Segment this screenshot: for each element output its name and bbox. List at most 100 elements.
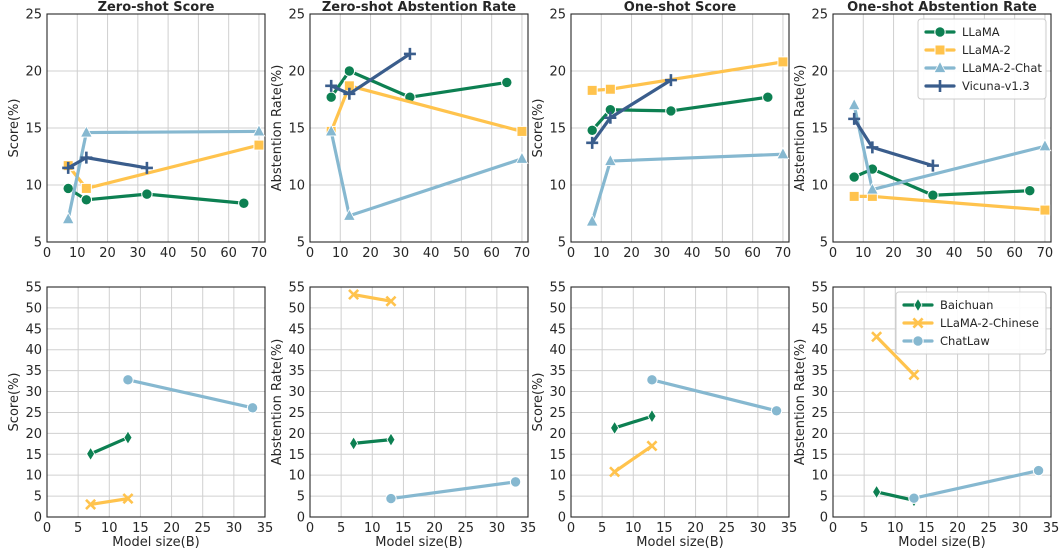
x-tick-label: 0	[306, 246, 314, 261]
y-tick-label: 55	[549, 281, 566, 296]
y-tick-label: 45	[811, 322, 828, 337]
y-tick-label: 55	[25, 281, 42, 296]
legend-label: LLaMA-2-Chat	[962, 61, 1042, 75]
series-vicuna-v1-3	[62, 151, 153, 174]
x-tick-label: 50	[190, 246, 207, 261]
data-point-llama-2-chinese	[609, 466, 621, 478]
x-tick-label: 50	[976, 246, 993, 261]
chart-panel-2: 0 10 20 30 40 50 60 70 5 10 15 20 25 Zero-shot Absten…	[270, 0, 530, 261]
y-tick-label: 15	[25, 448, 42, 463]
chart-title: Zero-shot Abstention Rate	[322, 0, 516, 15]
data-point-llama-2	[516, 125, 528, 137]
data-point-llama-2-chat	[585, 214, 599, 227]
x-tick-label: 70	[775, 246, 792, 261]
data-point-vicuna-v1-3	[926, 159, 939, 172]
data-point-vicuna-v1-3	[664, 74, 677, 87]
y-tick-label: 50	[549, 301, 566, 316]
x-tick-label: 10	[593, 246, 610, 261]
data-point-chatlaw	[770, 405, 783, 417]
series-line-llama-2	[852, 194, 1047, 212]
y-tick-label: 15	[288, 122, 305, 137]
legend-label: ChatLaw	[940, 334, 990, 348]
x-tick-label: 30	[489, 521, 506, 536]
y-tick-label: 10	[811, 179, 828, 194]
y-tick-label: 10	[288, 469, 305, 484]
data-point-vicuna-v1-3	[586, 136, 599, 149]
y-tick-label: 20	[811, 427, 828, 442]
series-llama-2-chat	[324, 124, 529, 221]
x-tick-label: 10	[855, 246, 872, 261]
y-tick-label: 50	[811, 301, 828, 316]
x-tick-label: 20	[426, 521, 443, 536]
legend-item-vicuna-v1-3: Vicuna-v1.3	[924, 79, 1030, 93]
legend: LLaMA LLaMA-2 LLaMA-2-Chat Vicuna-v1.3	[917, 18, 1047, 100]
chart-title: One-shot Abstention Rate	[847, 0, 1037, 15]
y-tick-label: 25	[549, 406, 566, 421]
y-tick-label: 30	[811, 385, 828, 400]
y-tick-label: 15	[811, 448, 828, 463]
x-axis-label: Model size(B)	[112, 535, 199, 550]
data-point-llama-2-chinese	[85, 498, 97, 510]
legend-label: Vicuna-v1.3	[962, 79, 1030, 93]
data-point-baichuan	[123, 430, 133, 445]
series-chatlaw	[646, 374, 783, 417]
y-tick-label: 45	[549, 322, 566, 337]
series-vicuna-v1-3	[325, 47, 416, 100]
plot-frame	[309, 13, 529, 243]
y-axis-label: Abstention Rate(%)	[270, 339, 285, 466]
y-tick-label: 5	[558, 490, 566, 505]
x-tick-label: 20	[885, 246, 902, 261]
data-point-llama-2-chinese	[871, 331, 883, 343]
data-point-llama-2-chat	[865, 182, 879, 195]
x-tick-label: 15	[918, 521, 935, 536]
x-tick-label: 15	[656, 521, 673, 536]
data-point-llama	[62, 182, 74, 195]
y-tick-label: 10	[25, 469, 42, 484]
series-baichuan	[86, 430, 133, 462]
x-tick-label: 60	[483, 246, 500, 261]
chart-panel-6: 0 5 10 15 20 25 30 35 0 5 10 15 20 25 30 35 40 45 50 55 Abst…	[270, 281, 536, 550]
legend-marker	[933, 60, 947, 73]
x-tick-label: 20	[623, 246, 640, 261]
data-point-llama	[1024, 185, 1036, 197]
x-tick-label: 30	[226, 521, 243, 536]
data-point-llama-2	[604, 83, 616, 95]
x-tick-label: 0	[43, 246, 51, 261]
legend: Baichuan LLaMA-2-Chinese ChatLaw	[895, 291, 1047, 355]
y-tick-label: 5	[34, 236, 42, 251]
y-tick-label: 0	[558, 511, 566, 526]
y-tick-label: 20	[549, 65, 566, 80]
x-axis-label: Model size(B)	[375, 535, 462, 550]
y-tick-label: 5	[558, 236, 566, 251]
y-tick-label: 20	[811, 65, 828, 80]
y-tick-label: 15	[288, 448, 305, 463]
series-llama-2-chat	[585, 146, 790, 227]
y-tick-label: 50	[25, 301, 42, 316]
series-baichuan	[349, 432, 396, 451]
y-tick-label: 25	[25, 406, 42, 421]
data-point-vicuna-v1-3	[80, 151, 93, 164]
data-point-llama-2-chinese	[385, 295, 397, 307]
data-point-baichuan	[86, 446, 96, 462]
legend-item-llama-2: LLaMA-2	[924, 43, 1011, 57]
legend-marker	[913, 297, 923, 313]
data-point-llama-2-chat	[847, 97, 861, 111]
data-point-vicuna-v1-3	[325, 79, 338, 92]
y-tick-label: 25	[811, 8, 828, 23]
x-tick-label: 5	[337, 521, 345, 536]
data-point-chatlaw	[1032, 464, 1045, 477]
series-line-llama-2	[66, 143, 261, 191]
x-tick-label: 20	[163, 521, 180, 536]
data-point-llama	[238, 197, 250, 209]
y-tick-label: 40	[811, 343, 828, 358]
series-line-llama-2-chat	[66, 129, 261, 221]
chart-panel-8: 0 5 10 15 20 25 30 35 0 5 10 15 20 25 30 35 40 45 50 55 Abst…	[793, 281, 1059, 550]
y-tick-label: 55	[811, 281, 828, 296]
data-point-llama-2-chat	[342, 208, 356, 221]
legend-label: Baichuan	[940, 298, 993, 312]
y-tick-label: 5	[820, 236, 828, 251]
series-llama-2-chinese	[609, 440, 658, 478]
series-line-chatlaw	[389, 480, 518, 501]
y-axis-label: Abstention Rate(%)	[793, 65, 808, 192]
chart-panel-1: 0 10 20 30 40 50 60 70 5 10 15 20 25 Zero-shot Score S…	[7, 0, 267, 261]
